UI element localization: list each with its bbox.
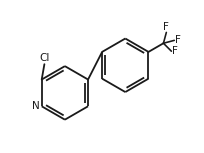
Text: F: F: [172, 46, 178, 56]
Text: N: N: [32, 101, 40, 111]
Text: Cl: Cl: [39, 53, 50, 63]
Text: F: F: [175, 35, 181, 45]
Text: F: F: [163, 22, 169, 32]
